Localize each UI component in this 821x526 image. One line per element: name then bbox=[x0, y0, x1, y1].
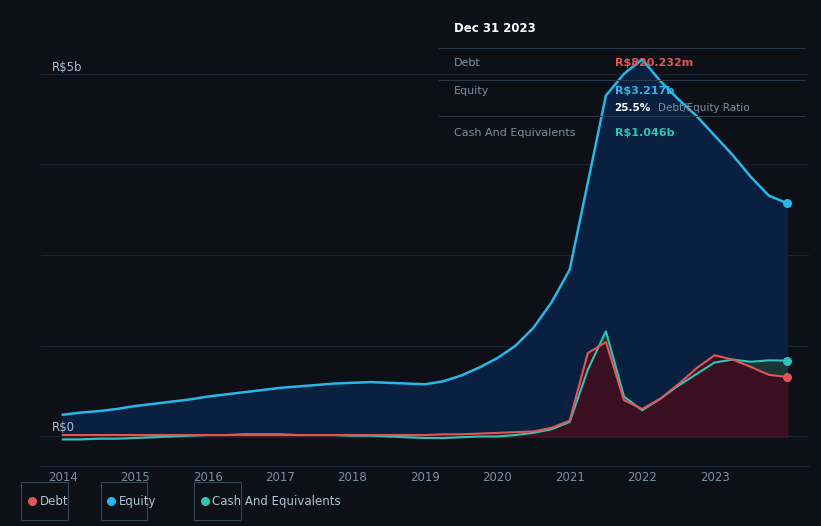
Point bbox=[105, 497, 118, 505]
FancyBboxPatch shape bbox=[194, 482, 241, 520]
FancyBboxPatch shape bbox=[101, 482, 148, 520]
Text: R$0: R$0 bbox=[52, 421, 75, 433]
Text: Cash And Equivalents: Cash And Equivalents bbox=[213, 494, 341, 508]
Text: Dec 31 2023: Dec 31 2023 bbox=[454, 22, 535, 35]
Point bbox=[781, 357, 794, 365]
Point bbox=[25, 497, 39, 505]
Text: R$5b: R$5b bbox=[52, 61, 82, 74]
Text: Debt/Equity Ratio: Debt/Equity Ratio bbox=[658, 103, 750, 113]
Point bbox=[198, 497, 211, 505]
Text: Equity: Equity bbox=[454, 86, 489, 96]
Text: Equity: Equity bbox=[119, 494, 157, 508]
Text: R$3.217b: R$3.217b bbox=[615, 86, 674, 96]
Text: Cash And Equivalents: Cash And Equivalents bbox=[454, 128, 576, 138]
Text: 25.5%: 25.5% bbox=[615, 103, 651, 113]
Text: Debt: Debt bbox=[40, 494, 69, 508]
Text: R$1.046b: R$1.046b bbox=[615, 128, 674, 138]
Text: R$820.232m: R$820.232m bbox=[615, 58, 693, 68]
Point bbox=[781, 373, 794, 381]
Point bbox=[781, 199, 794, 207]
Text: Debt: Debt bbox=[454, 58, 480, 68]
FancyBboxPatch shape bbox=[21, 482, 68, 520]
